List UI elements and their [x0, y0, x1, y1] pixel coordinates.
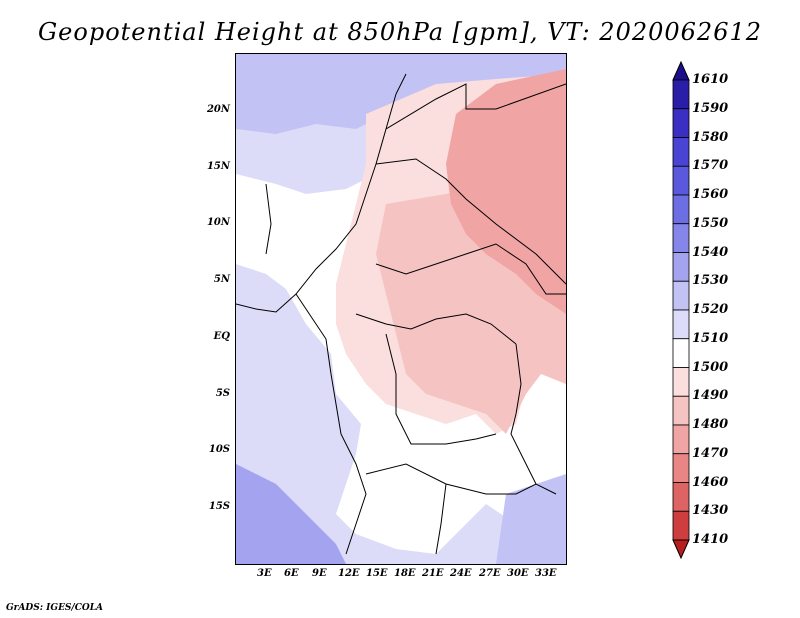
border-west-coast: [265, 183, 272, 255]
border-sahara: [385, 83, 566, 130]
land-red-region: [446, 69, 566, 314]
colorbar-tick-label: 1460: [692, 474, 729, 490]
lat-label-eq: EQ: [213, 331, 230, 342]
colorbar-tick-label: 1590: [692, 100, 729, 116]
colorbar-segment: [672, 367, 690, 397]
colorbar-segment: [672, 137, 690, 167]
coastline-atlantic: [295, 293, 367, 555]
lat-label-20n: 20N: [206, 104, 230, 115]
southeast-low-height-region: [496, 474, 566, 564]
lat-label-15n: 15N: [206, 161, 230, 172]
chart-title: Geopotential Height at 850hPa [gpm], VT:…: [38, 18, 762, 46]
border-equatorial: [355, 313, 517, 345]
lon-label-9e: 9E: [312, 568, 327, 579]
colorbar-tick-label: 1520: [692, 302, 729, 317]
lon-label-12e: 12E: [338, 568, 360, 579]
colorbar-segment: [672, 194, 690, 225]
map-svg: [236, 54, 566, 564]
lon-label-33e: 33E: [535, 568, 557, 579]
lon-label-18e: 18E: [394, 568, 416, 579]
colorbar-segment: [672, 223, 690, 253]
colorbar-tick-label: 1410: [692, 532, 729, 547]
border-great-lakes: [510, 343, 537, 485]
colorbar-tick-label: 1550: [692, 215, 729, 231]
colorbar-tick-label: 1560: [692, 187, 729, 202]
coastline-west-africa: [236, 73, 407, 313]
border-central: [375, 243, 566, 295]
colorbar-segment: [672, 309, 690, 340]
colorbar-tick-label: 1500: [692, 359, 729, 375]
colorbar-tick-label: 1540: [692, 244, 729, 260]
border-sahel: [375, 158, 566, 285]
southwest-low-height-region: [236, 464, 346, 564]
colorbar-tick-label: 1530: [692, 273, 729, 289]
lat-label-5s: 5S: [215, 388, 230, 399]
colorbar-tick-label: 1470: [692, 445, 729, 461]
lon-label-6e: 6E: [284, 568, 299, 579]
colorbar-bottom-arrow: [672, 539, 690, 560]
colorbar-tick-label: 1480: [692, 417, 729, 432]
colorbar-tick-label: 1430: [692, 503, 729, 519]
colorbar-segment: [672, 482, 690, 512]
colorbar-tick-label: 1570: [692, 158, 729, 174]
country-borders: [236, 73, 566, 555]
colorbar-segment: [672, 453, 690, 483]
colorbar-segment: [672, 79, 690, 110]
lon-label-27e: 27E: [479, 568, 501, 579]
lon-label-30e: 30E: [507, 568, 529, 579]
border-congo: [385, 333, 497, 445]
north-low-height-region: [236, 54, 566, 134]
lon-label-24e: 24E: [450, 568, 472, 579]
colorbar-tick-label: 1610: [692, 72, 729, 87]
colorbar-segment: [672, 510, 690, 541]
colorbar-segment: [672, 338, 690, 368]
lon-label-21e: 21E: [422, 568, 444, 579]
colorbar-top-arrow: [672, 60, 690, 81]
colorbar: [672, 60, 690, 560]
colorbar-tick-label: 1490: [692, 388, 729, 404]
colorbar-segment: [672, 280, 690, 311]
colorbar-segment: [672, 252, 690, 282]
lon-label-15e: 15E: [366, 568, 388, 579]
lon-label-3e: 3E: [257, 568, 272, 579]
lat-label-10s: 10S: [208, 444, 230, 455]
colorbar-segment: [672, 395, 690, 426]
map-panel: [235, 53, 567, 565]
colorbar-tick-label: 1510: [692, 330, 729, 346]
lat-label-10n: 10N: [206, 217, 230, 228]
colorbar-segment: [672, 424, 690, 455]
grads-credit: GrADS: IGES/COLA: [6, 603, 104, 613]
lat-label-15s: 15S: [208, 501, 230, 512]
lat-label-5n: 5N: [213, 274, 230, 285]
colorbar-segment: [672, 108, 690, 138]
border-angola-east: [435, 483, 447, 555]
colorbar-tick-label: 1580: [692, 129, 729, 145]
colorbar-segment: [672, 165, 690, 196]
